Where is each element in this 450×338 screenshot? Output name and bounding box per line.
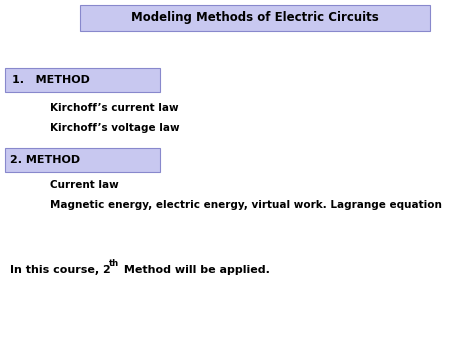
Text: 2. METHOD: 2. METHOD xyxy=(10,155,80,165)
Text: 1.   METHOD: 1. METHOD xyxy=(12,75,90,85)
FancyBboxPatch shape xyxy=(5,148,160,172)
Text: Kirchoff’s current law: Kirchoff’s current law xyxy=(50,103,179,113)
Text: th: th xyxy=(109,259,119,267)
Text: Magnetic energy, electric energy, virtual work. Lagrange equation: Magnetic energy, electric energy, virtua… xyxy=(50,200,442,210)
Text: Kirchoff’s voltage law: Kirchoff’s voltage law xyxy=(50,123,180,133)
Text: In this course, 2: In this course, 2 xyxy=(10,265,111,275)
Text: Method will be applied.: Method will be applied. xyxy=(120,265,270,275)
FancyBboxPatch shape xyxy=(80,5,430,31)
FancyBboxPatch shape xyxy=(5,68,160,92)
Text: Current law: Current law xyxy=(50,180,119,190)
Text: Modeling Methods of Electric Circuits: Modeling Methods of Electric Circuits xyxy=(131,11,379,24)
